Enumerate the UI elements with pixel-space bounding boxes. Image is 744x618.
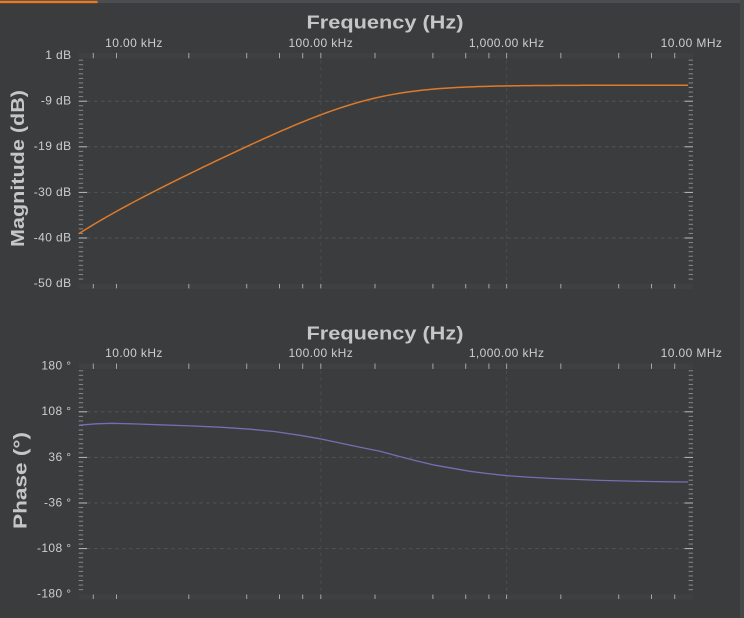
svg-text:100.00 kHz: 100.00 kHz	[288, 36, 353, 50]
svg-text:1,000.00 kHz: 1,000.00 kHz	[469, 36, 545, 50]
svg-text:1 dB: 1 dB	[45, 48, 71, 62]
svg-text:Frequency (Hz): Frequency (Hz)	[307, 322, 464, 343]
svg-text:Phase (°): Phase (°)	[10, 432, 31, 529]
svg-text:-9 dB: -9 dB	[41, 94, 72, 108]
svg-text:36 °: 36 °	[48, 450, 71, 464]
svg-text:10.00 kHz: 10.00 kHz	[105, 346, 163, 360]
svg-text:10.00 MHz: 10.00 MHz	[661, 36, 723, 50]
svg-text:180 °: 180 °	[41, 359, 71, 373]
svg-text:-30 dB: -30 dB	[34, 185, 72, 199]
svg-text:-180 °: -180 °	[37, 587, 72, 601]
svg-text:10.00 MHz: 10.00 MHz	[661, 346, 723, 360]
svg-text:Magnitude (dB): Magnitude (dB)	[7, 90, 28, 247]
svg-text:Frequency (Hz): Frequency (Hz)	[307, 12, 464, 33]
svg-text:10.00 kHz: 10.00 kHz	[105, 36, 163, 50]
svg-text:-50 dB: -50 dB	[34, 276, 72, 290]
svg-text:108 °: 108 °	[41, 404, 71, 418]
svg-text:-19 dB: -19 dB	[34, 139, 72, 153]
svg-text:-36 °: -36 °	[44, 495, 71, 509]
svg-text:-108 °: -108 °	[37, 541, 72, 555]
svg-text:-40 dB: -40 dB	[34, 230, 72, 244]
svg-text:100.00 kHz: 100.00 kHz	[288, 346, 353, 360]
svg-text:1,000.00 kHz: 1,000.00 kHz	[469, 346, 545, 360]
